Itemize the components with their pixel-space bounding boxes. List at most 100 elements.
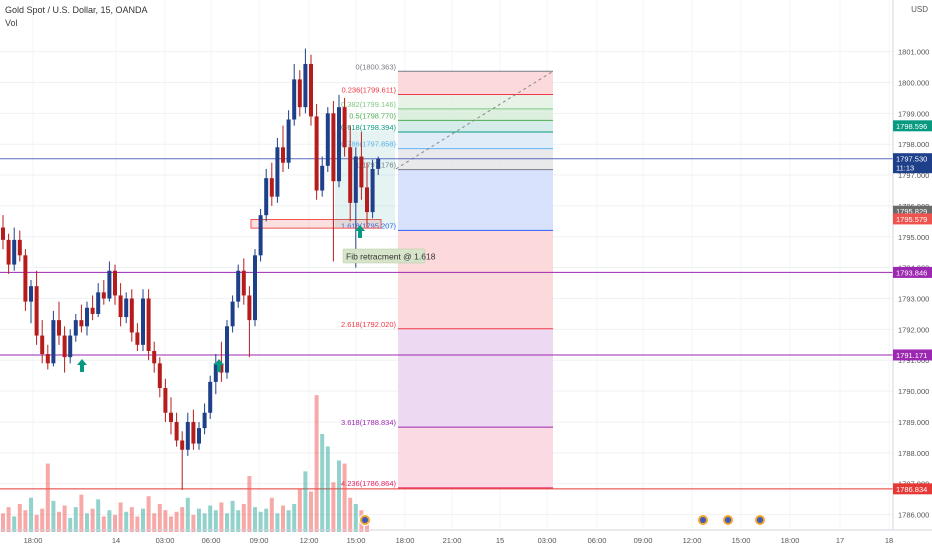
price-tick-label: 1795.000 bbox=[898, 233, 929, 242]
candle-body bbox=[85, 307, 89, 327]
volume-bar bbox=[174, 511, 179, 532]
volume-bar bbox=[213, 510, 218, 532]
candle-body bbox=[365, 187, 369, 213]
price-tick-label: 1790.000 bbox=[898, 387, 929, 396]
volume-bar bbox=[269, 497, 274, 532]
price-tick-label: 1789.000 bbox=[898, 418, 929, 427]
volume-bar bbox=[275, 513, 280, 532]
price-tick-label: 1801.000 bbox=[898, 48, 929, 57]
candle-body bbox=[124, 298, 129, 318]
price-label-text: 1793.846 bbox=[896, 268, 927, 277]
event-flag-dot bbox=[725, 517, 731, 523]
volume-bar bbox=[34, 514, 39, 532]
candle-body bbox=[185, 421, 190, 450]
candle-body bbox=[129, 298, 134, 333]
time-tick-label: 12:00 bbox=[300, 536, 319, 545]
volume-bar bbox=[258, 511, 263, 532]
candle-body bbox=[118, 295, 123, 318]
annotation: Fib retracment @ 1.618 bbox=[342, 248, 436, 264]
price-label-box bbox=[893, 120, 932, 132]
candle-body bbox=[292, 79, 297, 120]
volume-bar bbox=[17, 504, 22, 532]
candle-body bbox=[157, 363, 162, 389]
volume-bar bbox=[208, 505, 213, 532]
volume-bar bbox=[191, 514, 196, 532]
volume-bar bbox=[225, 513, 229, 532]
annotation-text: Fib retracment @ 1.618 bbox=[346, 252, 436, 262]
candle-body bbox=[314, 116, 319, 191]
candle-body bbox=[219, 363, 224, 373]
time-tick-label: 18 bbox=[885, 536, 893, 545]
fib-level-label: 0.5(1798.770) bbox=[349, 111, 396, 120]
candle-body bbox=[197, 428, 201, 444]
volume-bar bbox=[342, 463, 347, 532]
candle-body bbox=[73, 320, 78, 336]
fib-band bbox=[398, 328, 553, 428]
candle-body bbox=[269, 178, 274, 197]
candle-body bbox=[303, 63, 308, 108]
event-flag-dot bbox=[362, 517, 368, 523]
candle-body bbox=[297, 79, 302, 108]
volume-bar bbox=[101, 516, 106, 532]
candle-body bbox=[51, 320, 56, 364]
candle-body bbox=[146, 298, 151, 351]
price-label-countdown: 11:13 bbox=[896, 164, 914, 173]
candle-body bbox=[359, 156, 364, 188]
volume-bar bbox=[73, 507, 78, 532]
volume-bar bbox=[281, 505, 285, 532]
volume-bar bbox=[157, 504, 162, 532]
volume-bar bbox=[62, 505, 67, 532]
price-label-text: 1795.829 bbox=[896, 207, 927, 216]
currency-label[interactable]: USD bbox=[911, 5, 928, 14]
candle-body bbox=[79, 320, 84, 327]
volume-bar bbox=[57, 511, 61, 532]
time-tick-label: 09:00 bbox=[634, 536, 653, 545]
time-tick-label: 06:00 bbox=[202, 536, 221, 545]
volume-bar bbox=[23, 510, 28, 532]
price-tick-label: 1792.000 bbox=[898, 325, 929, 334]
time-tick-label: 09:00 bbox=[250, 536, 269, 545]
volume-bar bbox=[264, 508, 269, 532]
candle-body bbox=[40, 335, 45, 355]
volume-bar bbox=[202, 513, 207, 532]
volume-bar bbox=[163, 510, 168, 532]
fib-band bbox=[398, 94, 553, 109]
volume-bar bbox=[219, 502, 224, 532]
candle-body bbox=[337, 107, 341, 182]
fib-band bbox=[398, 427, 553, 488]
candle-body bbox=[107, 270, 112, 299]
fib-level-label: 1.618(1795.207) bbox=[341, 221, 397, 230]
time-tick-label: 17 bbox=[836, 536, 844, 545]
candle-body bbox=[68, 335, 73, 358]
fib-level-label: 1(1797.176) bbox=[356, 161, 397, 170]
fib-level-label: 2.618(1792.020) bbox=[341, 320, 397, 329]
candle-body bbox=[113, 270, 117, 296]
candle-body bbox=[29, 286, 33, 302]
price-tick-label: 1799.000 bbox=[898, 109, 929, 118]
candle-body bbox=[325, 113, 330, 166]
candle-body bbox=[45, 354, 50, 364]
time-tick-label: 15:00 bbox=[347, 536, 366, 545]
volume-bar bbox=[6, 507, 11, 532]
price-label-text: 1786.834 bbox=[896, 485, 927, 494]
volume-bar bbox=[325, 446, 330, 532]
fib-level-label: 0.786(1797.858) bbox=[341, 140, 397, 149]
time-tick-label: 15 bbox=[496, 536, 504, 545]
symbol-title: Gold Spot / U.S. Dollar, 15, OANDA bbox=[5, 5, 148, 15]
volume-bar bbox=[180, 507, 185, 532]
fib-level-label: 0(1800.363) bbox=[356, 62, 397, 71]
up-arrow-icon bbox=[355, 225, 365, 238]
candle-body bbox=[213, 363, 218, 382]
candle-body bbox=[135, 332, 140, 345]
volume-bar bbox=[51, 500, 56, 532]
volume-bar bbox=[337, 460, 341, 532]
candle-body bbox=[34, 286, 39, 336]
price-label-text: 1795.579 bbox=[896, 215, 927, 224]
volume-bar bbox=[236, 510, 241, 532]
candle-body bbox=[253, 255, 257, 321]
price-tick-label: 1797.000 bbox=[898, 171, 929, 180]
fib-band bbox=[398, 108, 553, 121]
volume-bar bbox=[85, 513, 89, 532]
